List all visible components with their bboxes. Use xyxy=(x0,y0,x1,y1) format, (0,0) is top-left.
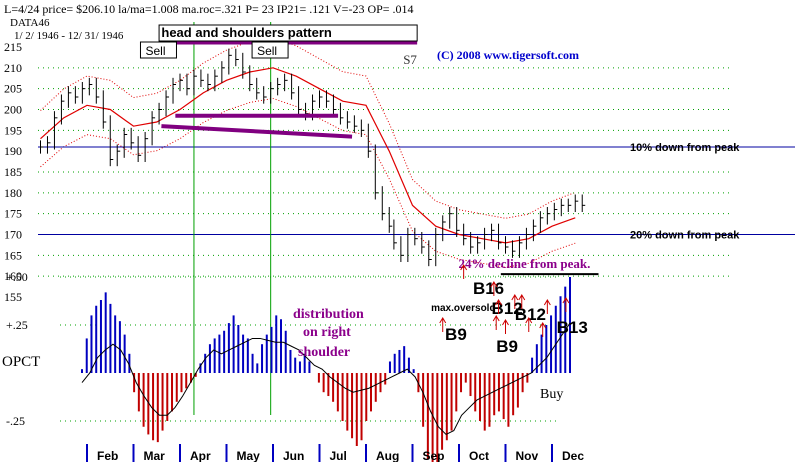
buy-arrow xyxy=(511,294,519,309)
sell-label: Sell xyxy=(145,44,165,58)
signal-b16-label: B16 xyxy=(473,279,504,298)
buy-arrow xyxy=(543,299,551,314)
y-tick-label: 190 xyxy=(4,144,22,158)
y-tick-label: 185 xyxy=(4,165,22,179)
sell-label: Sell xyxy=(257,44,277,58)
price-bars xyxy=(40,48,586,267)
x-tick-label: Oct xyxy=(469,449,489,462)
opct-indicator: +.50+.25-.25-.50OPCTdistributionon right… xyxy=(2,270,584,462)
buy-arrow xyxy=(502,319,509,334)
buy-arrow xyxy=(460,264,468,279)
opct-tick-label: +.50 xyxy=(6,270,28,284)
max-oversold-label: max.oversold xyxy=(431,303,495,314)
buy-arrow xyxy=(490,281,498,296)
header-ticker: DATA46 xyxy=(10,17,50,29)
y-tick-label: 215 xyxy=(4,40,22,54)
signal-b9-label: B9 xyxy=(445,325,467,344)
y-tick-label: 160 xyxy=(4,269,22,283)
opct-tick-label: +.25 xyxy=(6,318,28,332)
lower-band xyxy=(40,97,576,268)
opct-title: OPCT xyxy=(2,354,40,370)
x-tick-label: Dec xyxy=(562,449,584,462)
x-tick-label: Jun xyxy=(283,449,304,462)
lower-trendline xyxy=(161,124,353,139)
x-tick-label: Mar xyxy=(144,449,166,462)
buy-arrow xyxy=(495,299,502,314)
signal-s7-label: S7 xyxy=(403,52,417,67)
y-tick-label: 180 xyxy=(4,186,22,200)
y-tick-label: 165 xyxy=(4,248,22,262)
pattern-label: head and shoulders pattern xyxy=(161,25,332,40)
x-tick-label: Feb xyxy=(97,449,118,462)
sell-label-box xyxy=(251,41,289,59)
header-date-range: 1/ 2/ 1946 - 12/ 31/ 1946 xyxy=(14,30,124,42)
copyright-text: (C) 2008 www.tigersoft.com xyxy=(437,48,579,62)
sell-label-box xyxy=(139,41,177,59)
buy-arrow xyxy=(439,317,447,332)
x-tick-label: Aug xyxy=(376,449,399,462)
reference-line-label: 20% down from peak xyxy=(630,230,740,242)
y-tick-label: 205 xyxy=(4,82,22,96)
opct-ma-line xyxy=(81,322,571,436)
signal-b13-label: B13 xyxy=(557,318,588,337)
y-tick-label: 170 xyxy=(4,228,22,242)
bollinger-bands xyxy=(40,36,576,268)
signal-b9-label: B9 xyxy=(496,337,518,356)
y-tick-label: 155 xyxy=(4,290,22,304)
distribution-label: on right xyxy=(303,325,351,340)
buy-arrow xyxy=(539,322,547,337)
x-tick-label: Nov xyxy=(516,449,539,462)
decline-label: 24% decline from peak. xyxy=(459,256,591,271)
buy-label: Buy xyxy=(540,387,563,402)
buy-arrow xyxy=(518,294,526,309)
y-tick-label: 175 xyxy=(4,207,22,221)
upper-band xyxy=(40,36,576,219)
reference-line-label: 10% down from peak xyxy=(630,142,740,154)
x-tick-label: Sep xyxy=(423,449,445,462)
pattern-label-box xyxy=(158,24,418,42)
buy-arrow xyxy=(492,315,500,330)
distribution-label: shoulder xyxy=(298,345,350,360)
header-stats: L=4/24 price= $206.10 la/ma=1.008 ma.roc… xyxy=(4,2,414,16)
buy-arrow xyxy=(525,317,533,332)
y-tick-label: 195 xyxy=(4,123,22,137)
signal-b12-label: B12 xyxy=(515,305,546,324)
moving-average-line xyxy=(40,67,576,244)
y-tick-label: 200 xyxy=(4,103,22,117)
x-tick-label: May xyxy=(237,449,261,462)
x-tick-label: Apr xyxy=(190,449,211,462)
moving-average-path xyxy=(40,67,576,244)
signal-markers: head and shoulders pattern Sell Sell S7 24% … xyxy=(139,24,599,356)
x-tick-label: Jul xyxy=(330,449,347,462)
opct-tick-label: -.25 xyxy=(6,414,25,428)
y-tick-label: 210 xyxy=(4,61,22,75)
buy-arrow xyxy=(562,297,570,312)
distribution-label: distribution xyxy=(293,307,364,322)
